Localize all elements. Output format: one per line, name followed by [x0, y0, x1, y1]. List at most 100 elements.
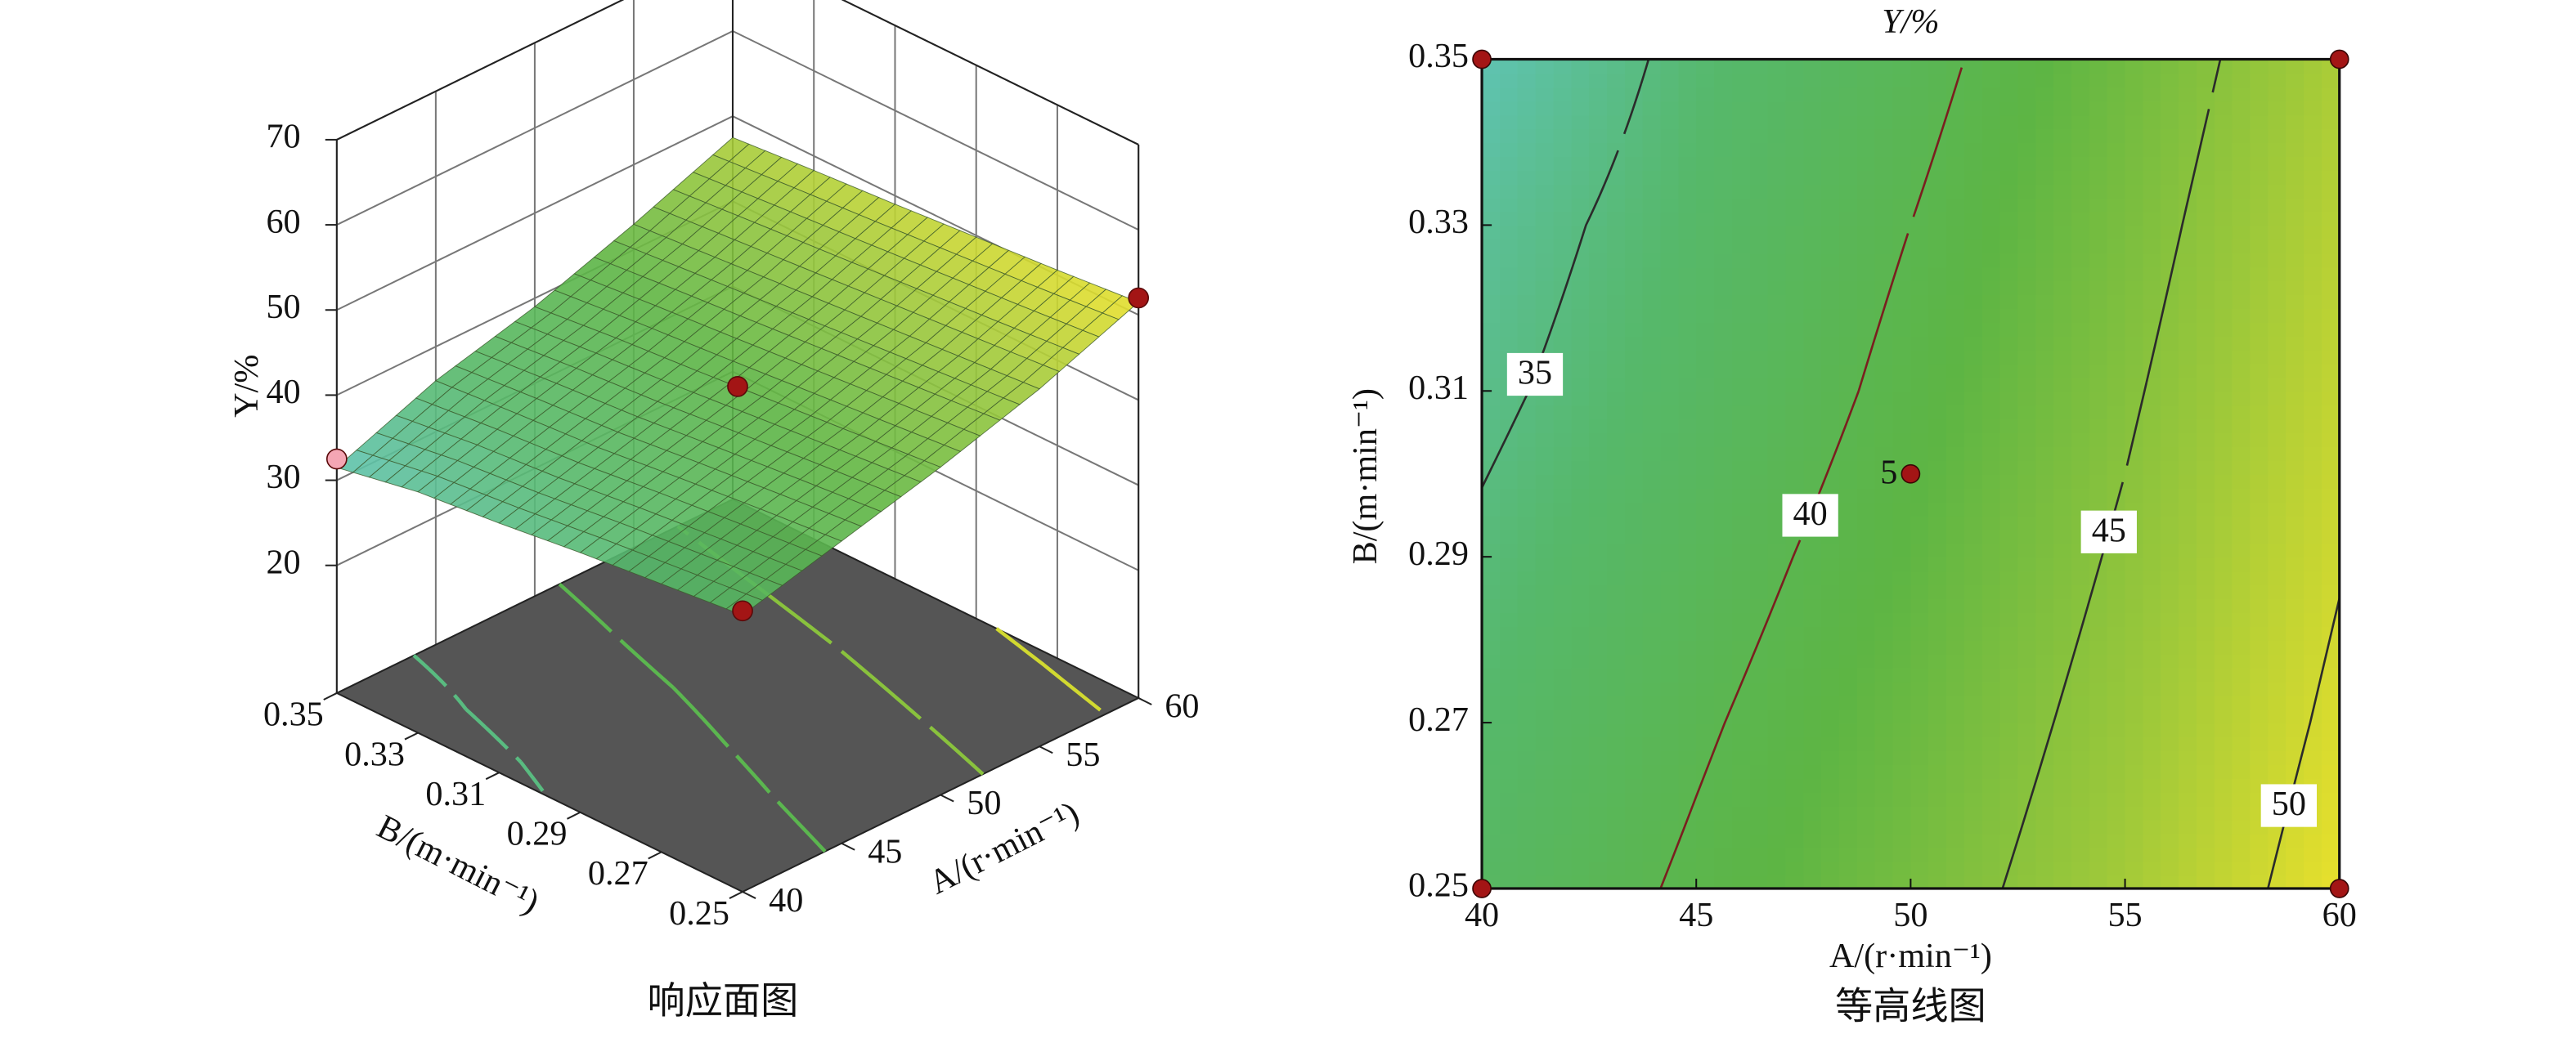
- contour-cell: [1606, 59, 1627, 74]
- contour-cell: [1856, 681, 1876, 696]
- contour-cell: [1874, 473, 1894, 489]
- contour-cell: [1785, 763, 1805, 779]
- contour-cell: [1482, 293, 1501, 310]
- contour-cell: [2268, 667, 2287, 683]
- contour-cell: [1714, 598, 1734, 614]
- contour-cell: [2214, 349, 2233, 365]
- contour-cell: [2089, 211, 2108, 226]
- contour-cell: [1678, 543, 1698, 558]
- contour-cell: [1642, 349, 1662, 365]
- contour-cell: [1838, 183, 1859, 199]
- contour-cell: [1981, 584, 2001, 600]
- contour-cell: [1910, 833, 1930, 848]
- contour-cell: [2017, 335, 2037, 351]
- contour-cell: [2286, 598, 2305, 614]
- contour-cell: [1517, 515, 1537, 530]
- contour-cell: [1910, 763, 1930, 779]
- contour-cell: [1910, 280, 1930, 296]
- contour-cell: [2232, 419, 2251, 434]
- contour-cell: [2071, 211, 2091, 226]
- contour-cell: [2232, 266, 2251, 282]
- contour-cell: [2125, 239, 2144, 254]
- contour-cell: [1731, 791, 1751, 807]
- contour-cell: [1499, 653, 1519, 669]
- contour-cell: [2107, 445, 2126, 462]
- contour-cell: [1517, 709, 1537, 724]
- contour-cell: [2179, 73, 2198, 88]
- contour-cell: [1963, 777, 1983, 793]
- contour-cell: [1767, 445, 1787, 462]
- contour-cell: [1910, 419, 1930, 434]
- y-tick: [323, 692, 338, 701]
- contour-cell: [1678, 736, 1698, 752]
- contour-cell: [2053, 543, 2073, 558]
- contour-cell: [1624, 819, 1644, 835]
- contour-cell: [1892, 377, 1912, 392]
- contour-cell: [2107, 695, 2126, 710]
- contour-cell: [1714, 405, 1734, 420]
- contour-cell: [1803, 791, 1823, 807]
- contour-cell: [1821, 225, 1841, 240]
- contour-cell: [2107, 667, 2126, 683]
- contour-cell: [1589, 723, 1609, 738]
- contour-cell: [2214, 833, 2233, 848]
- contour-cell: [2250, 445, 2269, 462]
- contour-cell: [2107, 183, 2126, 199]
- contour-cell: [2214, 377, 2233, 392]
- contour-cell: [2035, 515, 2055, 530]
- contour-cell: [2321, 791, 2340, 807]
- contour-cell: [1821, 321, 1841, 337]
- x-tick-label: 45: [868, 833, 902, 871]
- contour-cell: [2035, 667, 2055, 683]
- contour-cell: [1821, 419, 1841, 434]
- contour-cell: [2143, 723, 2162, 738]
- contour-cell: [1999, 183, 2019, 199]
- contour-cell: [2250, 847, 2269, 862]
- contour-cell: [1749, 266, 1769, 282]
- contour-cell: [2196, 695, 2215, 710]
- contour-cell: [1767, 875, 1787, 890]
- contour-cell: [1678, 723, 1698, 738]
- contour-cell: [1606, 750, 1627, 766]
- contour-cell: [2107, 225, 2126, 240]
- contour-cell: [2089, 377, 2108, 392]
- contour-cell: [1749, 861, 1769, 876]
- contour-cell: [2232, 875, 2251, 890]
- contour-cell: [1910, 875, 1930, 890]
- contour-cell: [1696, 253, 1716, 268]
- contour-cell: [2214, 571, 2233, 586]
- contour-cell: [2017, 833, 2037, 848]
- contour-cell: [1731, 777, 1751, 793]
- contour-cell: [1624, 529, 1644, 544]
- contour-cell: [1553, 667, 1573, 683]
- contour-cell: [1981, 445, 2001, 462]
- contour-cell: [1571, 59, 1591, 74]
- contour-cell: [1499, 625, 1519, 641]
- contour-cell: [1482, 141, 1501, 158]
- contour-cell: [2143, 101, 2162, 116]
- contour-cell: [2161, 445, 2180, 462]
- contour-cell: [2107, 253, 2126, 268]
- contour-cell: [1624, 598, 1644, 614]
- contour-cell: [1856, 695, 1876, 710]
- contour-cell: [1714, 473, 1734, 489]
- contour-cell: [1517, 861, 1537, 876]
- contour-cell: [2071, 239, 2091, 254]
- contour-cell: [1731, 59, 1751, 74]
- contour-cell: [2232, 335, 2251, 351]
- contour-cell: [1589, 141, 1609, 158]
- contour-cell: [2214, 861, 2233, 876]
- contour-cell: [1553, 543, 1573, 558]
- contour-cell: [1642, 363, 1662, 378]
- contour-cell: [2017, 349, 2037, 365]
- contour-cell: [2268, 87, 2287, 102]
- contour-cell: [1963, 543, 1983, 558]
- contour-cell: [1928, 101, 1948, 116]
- contour-cell: [2250, 349, 2269, 365]
- contour-cell: [1624, 445, 1644, 462]
- contour-cell: [1624, 723, 1644, 738]
- contour-cell: [1892, 695, 1912, 710]
- contour-cell: [1535, 736, 1555, 752]
- contour-cell: [1624, 805, 1644, 821]
- contour-cell: [1731, 557, 1751, 572]
